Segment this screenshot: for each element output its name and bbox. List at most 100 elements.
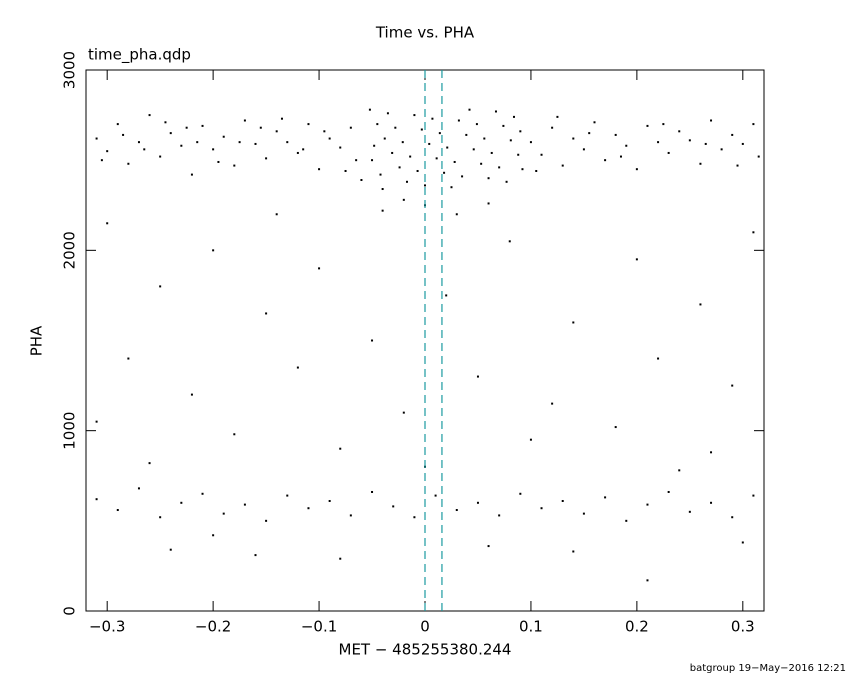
point <box>757 155 760 158</box>
point <box>137 141 140 144</box>
point <box>148 462 151 465</box>
point <box>402 411 405 414</box>
point <box>509 139 512 142</box>
point <box>302 148 305 151</box>
point <box>678 130 681 133</box>
y-tick-label: 0 <box>61 606 79 616</box>
point <box>604 496 607 499</box>
point <box>517 153 520 156</box>
point <box>376 123 379 126</box>
point <box>190 173 193 176</box>
point <box>455 213 458 216</box>
point <box>371 339 374 342</box>
point <box>222 135 225 138</box>
point <box>328 499 331 502</box>
point <box>185 126 188 129</box>
x-tick-label: 0.1 <box>519 618 543 636</box>
y-tick-label: 2000 <box>61 231 79 269</box>
point <box>265 157 268 160</box>
point <box>371 490 374 493</box>
point <box>551 126 554 129</box>
point <box>699 303 702 306</box>
point <box>127 162 130 165</box>
point <box>434 494 437 497</box>
point <box>519 492 522 495</box>
point <box>450 186 453 189</box>
point <box>472 148 475 151</box>
point <box>190 393 193 396</box>
x-tick-label: 0 <box>420 618 430 636</box>
point <box>323 130 326 133</box>
point <box>476 501 479 504</box>
point <box>540 153 543 156</box>
point <box>736 164 739 167</box>
point <box>752 494 755 497</box>
point <box>502 124 505 127</box>
point <box>741 541 744 544</box>
point <box>349 126 352 129</box>
point <box>222 512 225 515</box>
point <box>614 133 617 136</box>
point <box>461 175 464 178</box>
point <box>455 509 458 512</box>
point <box>487 545 490 548</box>
point <box>180 501 183 504</box>
point <box>635 258 638 261</box>
point <box>646 124 649 127</box>
point <box>381 188 384 191</box>
point <box>475 123 478 126</box>
point <box>741 142 744 145</box>
point <box>494 110 497 113</box>
point <box>371 159 374 162</box>
y-tick-label: 3000 <box>61 51 79 89</box>
point <box>416 169 419 172</box>
point <box>625 519 628 522</box>
point <box>487 202 490 205</box>
point <box>106 222 109 225</box>
point <box>349 514 352 517</box>
point <box>413 114 416 117</box>
point <box>635 168 638 171</box>
point <box>667 151 670 154</box>
point <box>710 451 713 454</box>
point <box>381 209 384 212</box>
point <box>646 503 649 506</box>
point <box>233 164 236 167</box>
point <box>431 117 434 120</box>
point <box>106 150 109 153</box>
point <box>212 534 215 537</box>
point <box>296 366 299 369</box>
point <box>409 155 412 158</box>
point <box>752 123 755 126</box>
point <box>159 155 162 158</box>
point <box>720 148 723 151</box>
point <box>116 123 119 126</box>
point <box>386 112 389 115</box>
point <box>122 133 125 136</box>
point <box>688 510 691 513</box>
point <box>318 267 321 270</box>
point <box>540 507 543 510</box>
point <box>704 142 707 145</box>
point <box>480 162 483 165</box>
point <box>95 498 98 501</box>
point <box>445 294 448 297</box>
point <box>355 159 358 162</box>
point <box>529 438 532 441</box>
point <box>143 148 146 151</box>
point <box>159 285 162 288</box>
point <box>201 124 204 127</box>
point <box>286 141 289 144</box>
point <box>551 402 554 405</box>
point <box>465 133 468 136</box>
point <box>476 375 479 378</box>
point <box>95 137 98 140</box>
point <box>339 557 342 560</box>
point <box>582 148 585 151</box>
point <box>582 512 585 515</box>
point <box>446 146 449 149</box>
point <box>614 426 617 429</box>
point <box>169 132 172 135</box>
point <box>280 117 283 120</box>
footer: batgroup 19−May−2016 12:21 <box>690 663 846 674</box>
